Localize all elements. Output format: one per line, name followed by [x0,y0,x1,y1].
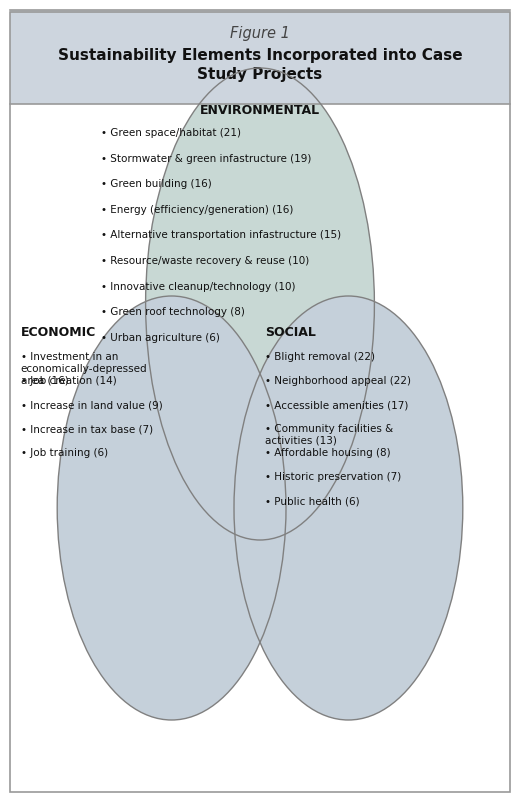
Ellipse shape [146,68,374,540]
Text: • Urban agriculture (6): • Urban agriculture (6) [101,333,220,342]
Text: • Increase in tax base (7): • Increase in tax base (7) [21,424,153,434]
Text: • Accessible amenities (17): • Accessible amenities (17) [265,400,409,410]
Text: • Investment in an
economically-depressed
area (16): • Investment in an economically-depresse… [21,352,148,386]
Text: • Green roof technology (8): • Green roof technology (8) [101,307,245,317]
Text: • Historic preservation (7): • Historic preservation (7) [265,472,401,482]
Text: • Neighborhood appeal (22): • Neighborhood appeal (22) [265,376,411,386]
Ellipse shape [57,296,286,720]
Text: • Green space/habitat (21): • Green space/habitat (21) [101,128,241,138]
Text: ECONOMIC: ECONOMIC [21,326,96,339]
Text: • Green building (16): • Green building (16) [101,179,212,189]
Text: • Community facilities &
activities (13): • Community facilities & activities (13) [265,424,394,446]
Text: • Job creation (14): • Job creation (14) [21,376,116,386]
Text: • Affordable housing (8): • Affordable housing (8) [265,448,391,458]
Text: • Stormwater & green infastructure (19): • Stormwater & green infastructure (19) [101,154,312,164]
Text: • Alternative transportation infastructure (15): • Alternative transportation infastructu… [101,230,342,240]
Ellipse shape [234,296,463,720]
Text: SOCIAL: SOCIAL [265,326,316,339]
Bar [10,10,510,104]
Text: • Energy (efficiency/generation) (16): • Energy (efficiency/generation) (16) [101,205,294,214]
Text: • Increase in land value (9): • Increase in land value (9) [21,400,163,410]
Text: ENVIRONMENTAL: ENVIRONMENTAL [200,104,320,117]
Text: • Blight removal (22): • Blight removal (22) [265,352,375,362]
Text: • Innovative cleanup/technology (10): • Innovative cleanup/technology (10) [101,282,296,292]
Text: Figure 1: Figure 1 [230,26,290,41]
Text: • Resource/waste recovery & reuse (10): • Resource/waste recovery & reuse (10) [101,256,309,266]
Text: Sustainability Elements Incorporated into Case
Study Projects: Sustainability Elements Incorporated int… [58,48,462,82]
Text: • Job training (6): • Job training (6) [21,448,108,458]
Text: • Public health (6): • Public health (6) [265,496,360,506]
